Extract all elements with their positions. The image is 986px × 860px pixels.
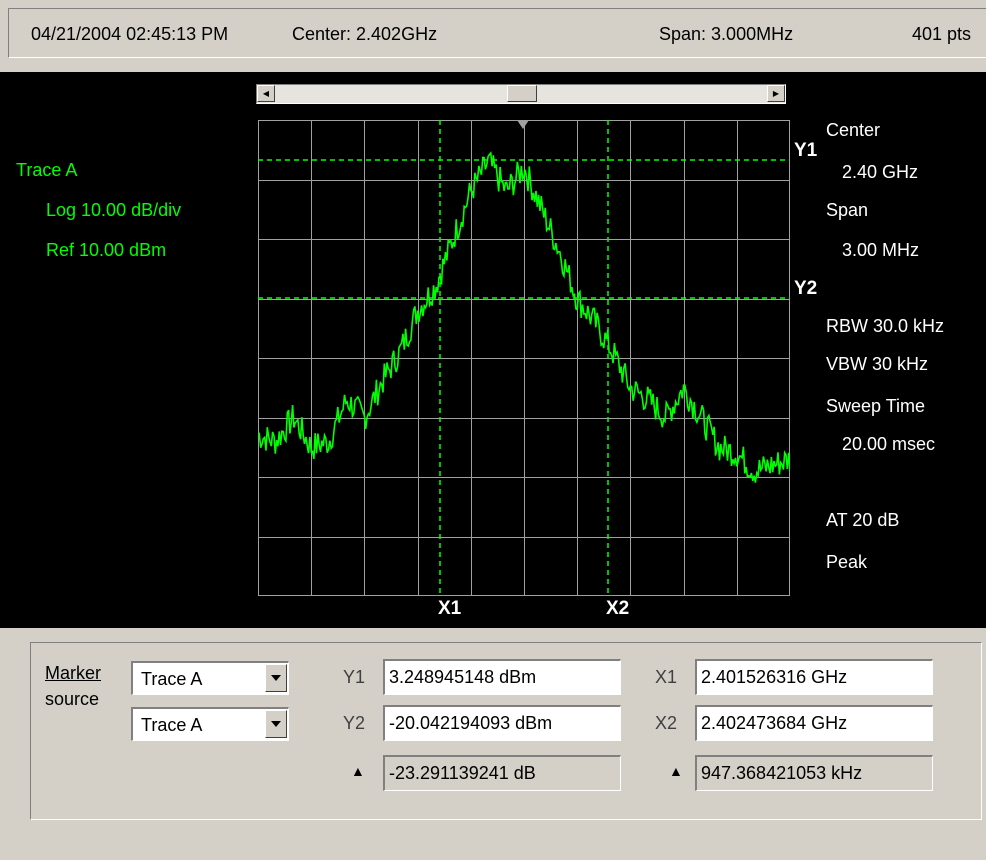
vbw-value: VBW 30 kHz bbox=[826, 354, 929, 374]
trace-name: Trace A bbox=[16, 160, 78, 180]
scroll-left-button[interactable]: ◀ bbox=[257, 85, 275, 102]
status-bar: 04/21/2004 02:45:13 PM Center: 2.402GHz … bbox=[8, 8, 986, 58]
scroll-thumb[interactable] bbox=[507, 85, 537, 102]
trace-ref: Ref 10.00 dBm bbox=[46, 240, 167, 260]
center-value: 2.40 GHz bbox=[842, 162, 919, 182]
status-datetime: 04/21/2004 02:45:13 PM bbox=[31, 24, 229, 44]
y1-label: Y1 bbox=[343, 667, 366, 687]
marker-x1-label: X1 bbox=[438, 598, 462, 619]
marker-panel: Marker source Trace A Trace A Y1 3.24894… bbox=[30, 642, 982, 820]
sweep-time-value: 20.00 msec bbox=[842, 434, 936, 454]
status-span: Span: 3.000MHz bbox=[659, 24, 794, 44]
marker-source-label-line1: Marker bbox=[45, 663, 102, 683]
marker-y1-label: Y1 bbox=[794, 140, 818, 161]
center-marker-icon bbox=[517, 120, 529, 129]
marker-x2-label: X2 bbox=[606, 598, 630, 619]
marker-source-select-2-value: Trace A bbox=[141, 715, 203, 735]
marker-source-select-1[interactable]: Trace A bbox=[131, 661, 289, 695]
x2-value-field[interactable]: 2.402473684 GHz bbox=[695, 705, 933, 741]
spectrum-display: ◀ ▶ Trace A Log 10.00 dB/div Ref 10.00 d… bbox=[0, 72, 986, 628]
status-center: Center: 2.402GHz bbox=[292, 24, 438, 44]
delta-x-icon: ▲ bbox=[669, 763, 683, 779]
marker-source-select-2[interactable]: Trace A bbox=[131, 707, 289, 741]
delta-y-icon: ▲ bbox=[351, 763, 365, 779]
delta-y-value-field: -23.291139241 dB bbox=[383, 755, 621, 791]
y1-value-field[interactable]: 3.248945148 dBm bbox=[383, 659, 621, 695]
attenuation-value: AT 20 dB bbox=[826, 510, 900, 530]
scroll-right-button[interactable]: ▶ bbox=[767, 85, 785, 102]
detector-mode: Peak bbox=[826, 552, 868, 572]
sweep-time-label: Sweep Time bbox=[826, 396, 926, 416]
horizontal-scrollbar[interactable]: ◀ ▶ bbox=[256, 84, 786, 104]
span-label: Span bbox=[826, 200, 869, 220]
marker-source-label-line2: source bbox=[45, 689, 100, 709]
delta-x-value-field: 947.368421053 kHz bbox=[695, 755, 933, 791]
chevron-down-icon[interactable] bbox=[265, 664, 287, 692]
marker-y2-label: Y2 bbox=[794, 278, 818, 299]
span-value: 3.00 MHz bbox=[842, 240, 920, 260]
rbw-value: RBW 30.0 kHz bbox=[826, 316, 945, 336]
y2-value-field[interactable]: -20.042194093 dBm bbox=[383, 705, 621, 741]
marker-source-select-1-value: Trace A bbox=[141, 669, 203, 689]
chevron-down-icon[interactable] bbox=[265, 710, 287, 738]
center-label: Center bbox=[826, 120, 881, 140]
trace-scale: Log 10.00 dB/div bbox=[46, 200, 182, 220]
status-points: 401 pts bbox=[912, 24, 972, 44]
x1-label: X1 bbox=[655, 667, 678, 687]
y2-label: Y2 bbox=[343, 713, 366, 733]
spectrum-plot[interactable] bbox=[258, 120, 790, 596]
x1-value-field[interactable]: 2.401526316 GHz bbox=[695, 659, 933, 695]
x2-label: X2 bbox=[655, 713, 678, 733]
trace-a-line bbox=[258, 151, 790, 483]
